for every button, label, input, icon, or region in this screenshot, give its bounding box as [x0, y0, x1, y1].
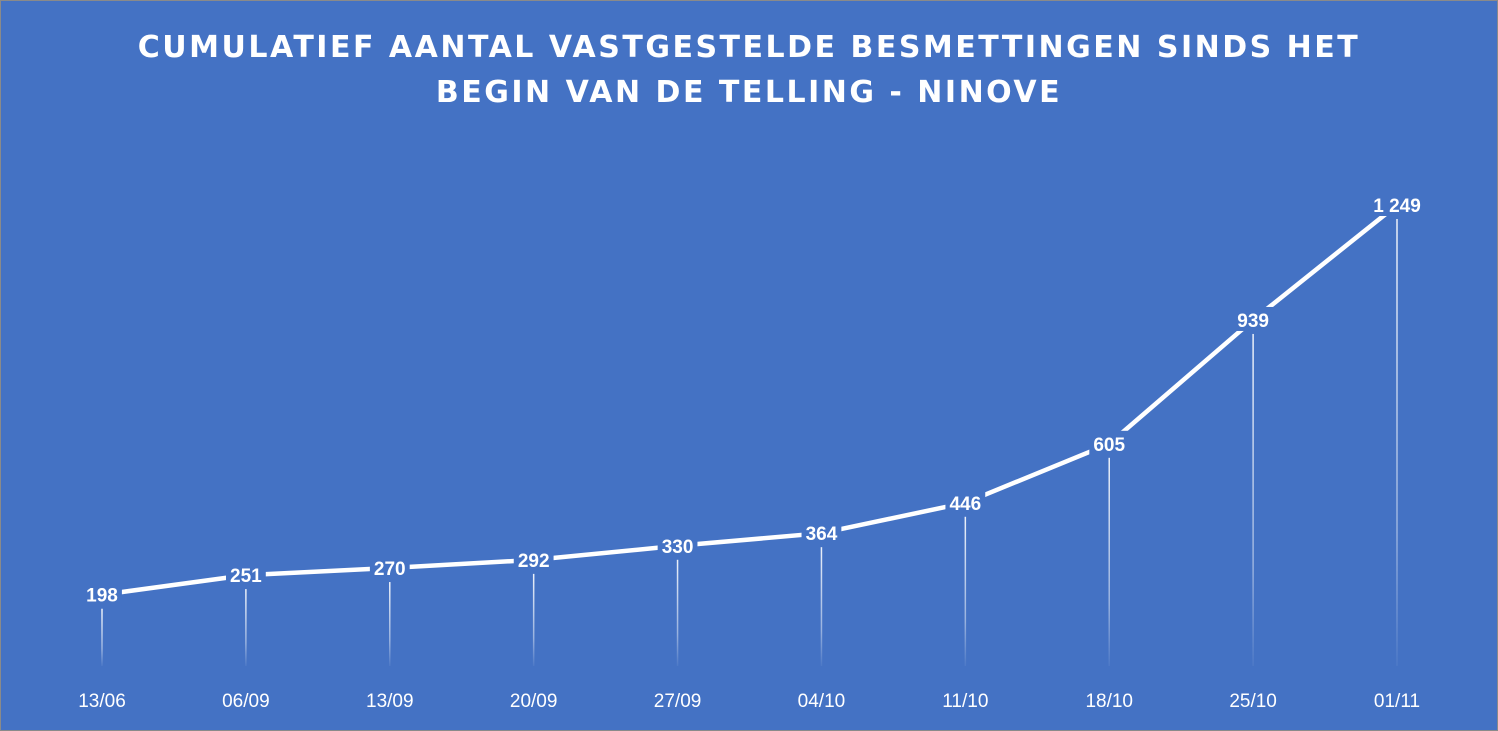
data-label-bg — [82, 581, 122, 606]
x-tick-label-04-10: 04/10 — [798, 691, 846, 712]
data-label-13-09: 270 — [374, 559, 406, 580]
data-label-bg — [657, 532, 698, 557]
drop-line-11-10 — [964, 516, 967, 666]
data-label-bg — [369, 555, 410, 580]
data-label-04-10: 364 — [806, 524, 838, 545]
data-label-20-09: 292 — [518, 551, 550, 572]
chart-title: CUMULATIEF AANTAL VASTGESTELDE BESMETTIN… — [137, 30, 1361, 110]
data-label-25-10: 939 — [1237, 311, 1269, 332]
data-label-bg — [801, 520, 842, 545]
drop-line-04-10 — [820, 547, 823, 666]
x-tick-label-25-10: 25/10 — [1229, 691, 1277, 712]
data-label-bg — [1366, 192, 1428, 216]
drop-line-20-09 — [532, 573, 535, 666]
x-tick-label-01-11: 01/11 — [1374, 691, 1420, 712]
drop-line-18-10 — [1108, 457, 1110, 666]
x-tick-label-20-09: 20/09 — [510, 691, 558, 712]
drop-line-13-06 — [101, 608, 103, 666]
series-line — [99, 202, 1400, 597]
drop-line-13-09 — [389, 582, 391, 666]
data-label-bg — [225, 562, 266, 587]
data-label-18-10: 605 — [1093, 435, 1125, 456]
data-label-01-11: 1 249 — [1373, 196, 1421, 217]
data-label-11-10: 446 — [949, 494, 981, 515]
drop-line-06-09 — [245, 589, 247, 666]
x-tick-label-11-10: 11/10 — [942, 691, 988, 712]
drop-line-01-11 — [1396, 219, 1398, 666]
data-label-06-09: 251 — [230, 566, 262, 587]
drop-line-25-10 — [1252, 333, 1254, 666]
data-label-bg — [1089, 430, 1130, 455]
x-tick-label-13-06: 13/06 — [78, 691, 126, 712]
x-tick-label-18-10: 18/10 — [1085, 691, 1133, 712]
data-label-13-06: 198 — [86, 586, 118, 607]
data-label-27-09: 330 — [662, 537, 694, 558]
data-label-bg — [1233, 306, 1274, 331]
drop-line-27-09 — [676, 559, 679, 666]
x-tick-label-27-09: 27/09 — [654, 691, 702, 712]
data-label-bg — [945, 489, 986, 514]
x-tick-label-06-09: 06/09 — [222, 691, 270, 712]
data-label-bg — [513, 546, 554, 571]
x-tick-label-13-09: 13/09 — [366, 691, 414, 712]
